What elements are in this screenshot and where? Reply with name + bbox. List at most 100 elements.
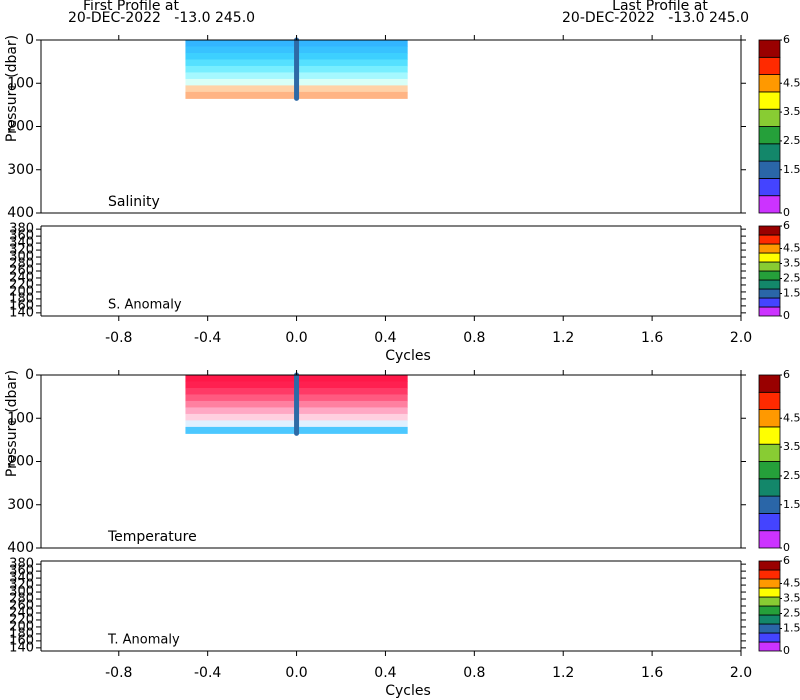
colorbar-label: 4.5	[783, 577, 800, 590]
x-tick-label: 0.0	[285, 330, 307, 346]
y-axis-label: Pressure (dbar)	[4, 35, 20, 142]
x-tick-label: 0.8	[463, 665, 485, 681]
colorbar-swatch	[758, 409, 781, 428]
colorbar-swatch	[758, 252, 781, 263]
colorbar-swatch	[758, 426, 781, 445]
y-tick-label: 380	[9, 557, 34, 572]
last-profile-label: Last Profile at	[612, 0, 708, 14]
colorbar-label: 1.5	[783, 498, 800, 511]
colorbar-swatch	[758, 478, 781, 497]
colorbar-swatch	[758, 91, 781, 110]
y-tick-label: 200	[7, 454, 34, 470]
colorbar-swatch	[758, 596, 781, 607]
x-tick-label: 0.4	[374, 665, 396, 681]
colorbar-label: 0	[783, 541, 790, 554]
colorbar-swatch	[758, 623, 781, 634]
colorbar-swatch	[758, 605, 781, 616]
x-tick-label: 0.0	[285, 665, 307, 681]
colorbar-label: 1.5	[783, 622, 800, 635]
y-tick-label: 300	[7, 497, 34, 513]
colorbar-label: 6	[783, 33, 790, 46]
colorbar-swatch	[758, 306, 781, 317]
colorbar-swatch	[758, 560, 781, 571]
y-axis-label: Pressure (dbar)	[4, 370, 20, 477]
x-tick-label: -0.4	[194, 665, 221, 681]
y-tick-label: 260	[9, 599, 34, 614]
y-tick-label: 160	[9, 633, 34, 648]
colorbar-swatch	[758, 513, 781, 532]
colorbar-swatch	[758, 374, 781, 393]
colorbar-swatch	[758, 108, 781, 127]
colorbar-swatch	[758, 279, 781, 290]
y-tick-label: 400	[7, 540, 34, 556]
y-tick-label: 180	[9, 291, 34, 306]
colorbar-swatch	[758, 614, 781, 625]
y-tick-label: 400	[7, 205, 34, 221]
y-tick-label: 200	[9, 284, 34, 299]
colorbar-label: 6	[783, 368, 790, 381]
y-tick-label: 320	[9, 578, 34, 593]
x-tick-label: 0.4	[374, 330, 396, 346]
colorbar-swatch	[758, 297, 781, 308]
colorbar-label: 3.5	[783, 592, 800, 605]
y-tick-label: 380	[9, 222, 34, 237]
colorbar-swatch	[758, 143, 781, 162]
colorbar-swatch	[758, 225, 781, 236]
panel-name: Salinity	[108, 194, 160, 210]
colorbar-label: 4.5	[783, 242, 800, 255]
colorbar-swatch	[758, 261, 781, 272]
colorbar-swatch	[758, 632, 781, 643]
y-tick-label: 340	[9, 236, 34, 251]
colorbar-swatch	[758, 74, 781, 93]
y-tick-label: 280	[9, 257, 34, 272]
y-tick-label: 360	[9, 229, 34, 244]
y-tick-label: 220	[9, 277, 34, 292]
x-tick-label: -0.8	[105, 665, 132, 681]
x-tick-label: 1.6	[641, 330, 663, 346]
y-tick-label: 220	[9, 612, 34, 627]
colorbar-label: 2.5	[783, 469, 800, 482]
colorbar-swatch	[758, 56, 781, 75]
y-tick-label: 0	[25, 367, 34, 383]
colorbar-swatch	[758, 234, 781, 245]
colorbar-swatch	[758, 288, 781, 299]
first-profile-label: First Profile at	[83, 0, 179, 14]
panel-name: T. Anomaly	[107, 633, 180, 648]
colorbar-swatch	[758, 160, 781, 179]
colorbar-swatch	[758, 443, 781, 462]
y-tick-label: 300	[7, 162, 34, 178]
y-tick-label: 180	[9, 626, 34, 641]
y-tick-label: 160	[9, 298, 34, 313]
colorbar-swatch	[758, 39, 781, 58]
y-tick-label: 0	[25, 32, 34, 48]
y-tick-label: 300	[9, 250, 34, 265]
y-tick-label: 140	[9, 640, 34, 655]
colorbar-label: 4.5	[783, 76, 800, 89]
colorbar-swatch	[758, 391, 781, 410]
panel-name: S. Anomaly	[108, 298, 182, 313]
y-tick-label: 100	[7, 410, 34, 426]
colorbar-label: 6	[783, 219, 790, 232]
y-tick-label: 260	[9, 264, 34, 279]
x-tick-label: 1.6	[641, 665, 663, 681]
colorbar-label: 3.5	[783, 257, 800, 270]
x-tick-label: 1.2	[552, 330, 574, 346]
first-profile-value: 20-DEC-2022 -13.0 245.0	[68, 10, 255, 26]
colorbar-label: 0	[783, 206, 790, 219]
colorbar-swatch	[758, 177, 781, 197]
colorbar-swatch	[758, 569, 781, 580]
y-tick-label: 280	[9, 592, 34, 607]
colorbar-label: 3.5	[783, 105, 800, 118]
colorbar-label: 2.5	[783, 272, 800, 285]
colorbar-label: 2.5	[783, 134, 800, 147]
panel-name: Temperature	[107, 529, 197, 545]
y-tick-label: 320	[9, 243, 34, 258]
y-tick-label: 360	[9, 564, 34, 579]
colorbar-label: 1.5	[783, 163, 800, 176]
colorbar-swatch	[758, 243, 781, 254]
colorbar-label: 0	[783, 309, 790, 322]
last-profile-value: 20-DEC-2022 -13.0 245.0	[562, 10, 749, 26]
y-tick-label: 340	[9, 571, 34, 586]
x-axis-label: Cycles	[385, 348, 431, 364]
